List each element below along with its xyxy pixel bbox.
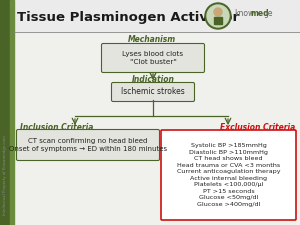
Circle shape xyxy=(205,3,231,29)
Circle shape xyxy=(214,8,222,16)
Bar xyxy=(0,0,10,225)
Text: Systolic BP >185mmHg
Diastolic BP >110mmHg
CT head shows bleed
Head trauma or CV: Systolic BP >185mmHg Diastolic BP >110mm… xyxy=(177,143,280,207)
Text: Mechanism: Mechanism xyxy=(128,36,176,45)
Text: know: know xyxy=(234,9,254,18)
Text: Ischemic strokes: Ischemic strokes xyxy=(121,88,185,97)
Text: Tissue Plasminogen Activator: Tissue Plasminogen Activator xyxy=(17,11,239,23)
Text: ge: ge xyxy=(264,9,274,18)
Text: CT scan confirming no head bleed
Onset of symptoms → ED within 180 minutes: CT scan confirming no head bleed Onset o… xyxy=(9,138,167,152)
Circle shape xyxy=(207,5,229,27)
FancyBboxPatch shape xyxy=(112,83,194,101)
FancyBboxPatch shape xyxy=(161,130,296,220)
FancyBboxPatch shape xyxy=(16,130,160,160)
Bar xyxy=(14,0,300,32)
Bar xyxy=(10,0,14,225)
Text: med: med xyxy=(250,9,268,18)
Text: Exclusion Criteria: Exclusion Criteria xyxy=(220,122,295,131)
Text: Indication: Indication xyxy=(132,76,174,85)
Text: Inclusion Criteria: Inclusion Criteria xyxy=(20,122,93,131)
FancyBboxPatch shape xyxy=(101,43,205,72)
Text: Intellectual Property of Knowmedge.com: Intellectual Property of Knowmedge.com xyxy=(3,135,7,215)
Text: Lyses blood clots
"Clot buster": Lyses blood clots "Clot buster" xyxy=(122,51,184,65)
Bar xyxy=(214,17,222,24)
